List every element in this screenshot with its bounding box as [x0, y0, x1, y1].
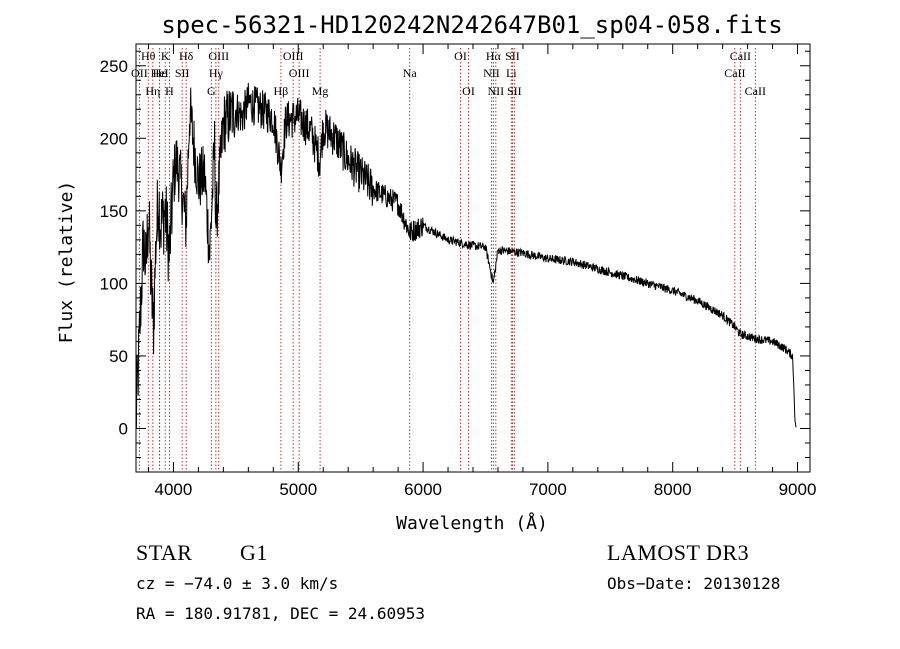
- x-tick-label: 7000: [529, 480, 567, 499]
- survey-name: LAMOST DR3: [607, 540, 750, 565]
- spectral-line-label: Hη: [145, 84, 160, 98]
- x-axis-label: Wavelength (Å): [396, 512, 548, 534]
- y-tick-label: 150: [100, 202, 128, 221]
- spectral-line-label: CaII: [730, 49, 751, 63]
- y-tick-label: 50: [109, 347, 128, 366]
- y-axis-ticks: 0 50 100 150 200 250: [100, 50, 810, 458]
- spectral-line-label: OI: [454, 49, 467, 63]
- flux-line: [135, 82, 797, 429]
- spectral-line-label: OIII: [208, 49, 229, 63]
- spectral-line-label: OI: [462, 84, 475, 98]
- y-tick-label: 0: [119, 419, 128, 438]
- spectral-line-label: OIII: [289, 66, 310, 80]
- spectral-line-label: NII: [483, 66, 500, 80]
- spectral-line-label: OII: [131, 66, 148, 80]
- spectral-line-label: OIII: [283, 49, 304, 63]
- x-axis-ticks: 4000 5000 6000 7000 8000 9000: [147, 44, 817, 499]
- spectral-line-label: Hθ: [141, 49, 156, 63]
- spectral-line-label: K: [161, 49, 170, 63]
- object-class: STAR: [136, 540, 193, 565]
- object-subclass: G1: [240, 540, 268, 565]
- spectral-line-label: H: [165, 84, 174, 98]
- spectral-line-label: CaII: [724, 66, 745, 80]
- x-tick-label: 6000: [404, 480, 442, 499]
- y-tick-label: 250: [100, 57, 128, 76]
- spectral-line-label: Hδ: [179, 49, 194, 63]
- observation-date: Obs−Date: 20130128: [607, 574, 781, 593]
- spectral-line-label: SII: [507, 84, 522, 98]
- coordinates-readout: RA = 180.91781, DEC = 24.60953: [136, 604, 425, 623]
- spectral-line-label: CaII: [745, 84, 766, 98]
- spectral-line-label: SII: [175, 66, 190, 80]
- y-tick-label: 100: [100, 274, 128, 293]
- x-tick-label: 8000: [654, 480, 692, 499]
- x-tick-label: 9000: [779, 480, 817, 499]
- spectral-line-label: Mg: [312, 84, 329, 98]
- spectral-line-label: G: [207, 84, 216, 98]
- spectral-line-label: Hβ: [274, 84, 289, 98]
- y-axis-label: Flux (relative): [56, 181, 77, 344]
- x-tick-label: 4000: [155, 480, 193, 499]
- spectral-line-label: SII: [505, 49, 520, 63]
- spectral-line-label: NII: [488, 84, 505, 98]
- spectral-line-label: Hα: [486, 49, 502, 63]
- spectral-line-label: Li: [506, 66, 517, 80]
- spectral-line-label: Hγ: [209, 66, 224, 80]
- chart-title: spec-56321-HD120242N242647B01_sp04-058.f…: [161, 11, 782, 39]
- y-tick-label: 200: [100, 129, 128, 148]
- spectral-line-label: HeI: [151, 66, 169, 80]
- x-tick-label: 5000: [279, 480, 317, 499]
- spectral-line-label: Na: [403, 66, 418, 80]
- flux-series: [135, 82, 797, 429]
- redshift-readout: cz = −74.0 ± 3.0 km/s: [136, 574, 339, 593]
